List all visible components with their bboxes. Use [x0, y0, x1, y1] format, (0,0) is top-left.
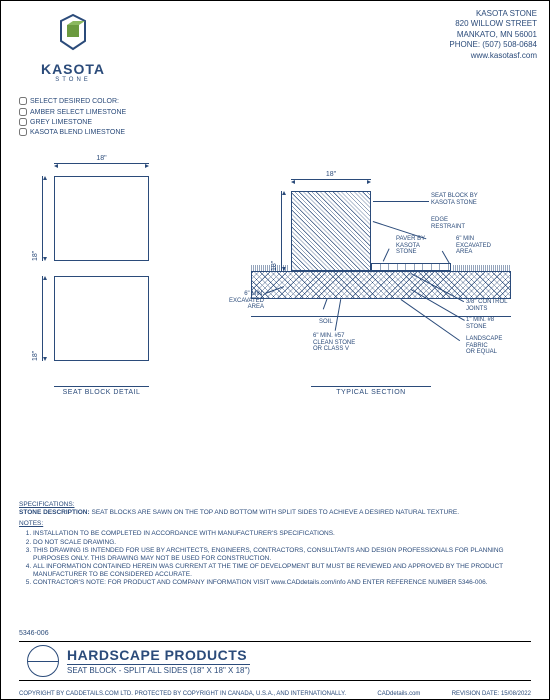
company-phone: PHONE: (507) 508-0684	[449, 40, 537, 50]
company-name: KASOTA STONE	[449, 9, 537, 19]
logo-area: KASOTA STONE	[13, 9, 133, 83]
color-option-label: KASOTA BLEND LIMESTONE	[30, 129, 125, 136]
note-item: INSTALLATION TO BE COMPLETED IN ACCORDAN…	[33, 530, 531, 538]
company-address1: 820 WILLOW STREET	[449, 19, 537, 29]
color-option-label: AMBER SELECT LIMESTONE	[30, 109, 126, 116]
dim-h2: 18"	[32, 276, 39, 361]
label-soil: SOIL	[319, 319, 333, 326]
title-circle-icon	[27, 645, 59, 677]
specs-heading: SPECIFICATIONS:	[19, 501, 531, 509]
logo-text: KASOTA	[13, 61, 133, 77]
dim-line	[54, 163, 149, 164]
label-control: 3/8" CONTROLJOINTS	[466, 299, 507, 312]
title-text: HARDSCAPE PRODUCTS SEAT BLOCK - SPLIT AL…	[67, 647, 250, 675]
title-name: SEAT BLOCK - SPLIT ALL SIDES (18" X 18" …	[67, 664, 250, 675]
block-bottom	[54, 276, 149, 361]
footer-copyright: COPYRIGHT BY CADDETAILS.COM LTD. PROTECT…	[19, 691, 346, 697]
company-info: KASOTA STONE 820 WILLOW STREET MANKATO, …	[449, 9, 537, 83]
note-item: ALL INFORMATION CONTAINED HEREIN WAS CUR…	[33, 563, 531, 579]
note-item: THIS DRAWING IS INTENDED FOR USE BY ARCH…	[33, 547, 531, 563]
label-edge: EDGERESTRAINT	[431, 217, 465, 230]
company-website[interactable]: www.kasotasf.com	[471, 51, 537, 60]
color-option-label: GREY LIMESTONE	[30, 119, 92, 126]
color-select-panel: SELECT DESIRED COLOR: AMBER SELECT LIMES…	[19, 97, 549, 136]
logo-icon	[53, 9, 93, 54]
notes-list: INSTALLATION TO BE COMPLETED IN ACCORDAN…	[33, 530, 531, 587]
specifications: SPECIFICATIONS: STONE DESCRIPTION: SEAT …	[19, 501, 531, 587]
header: KASOTA STONE KASOTA STONE 820 WILLOW STR…	[1, 1, 549, 87]
label-seat-block: SEAT BLOCK BYKASOTA STONE	[431, 193, 478, 206]
title-category: HARDSCAPE PRODUCTS	[67, 647, 250, 663]
leader	[442, 251, 449, 263]
section-dim-h: 18"	[271, 191, 278, 271]
color-option-checkbox[interactable]	[19, 108, 27, 116]
drawing-area: 18" 18" 18" SEAT BLOCK DETAIL 18" 18" SE…	[1, 171, 550, 491]
logo-subtext: STONE	[13, 77, 133, 83]
stone-desc-label: STONE DESCRIPTION:	[19, 509, 90, 516]
section-caption: TYPICAL SECTION	[311, 386, 431, 396]
color-option-checkbox[interactable]	[19, 128, 27, 136]
seat-block-hatch	[291, 191, 371, 271]
footer: COPYRIGHT BY CADDETAILS.COM LTD. PROTECT…	[19, 691, 531, 697]
block-top	[54, 176, 149, 261]
left-caption: SEAT BLOCK DETAIL	[54, 386, 149, 396]
color-header: SELECT DESIRED COLOR:	[30, 98, 119, 105]
leader	[383, 248, 389, 261]
reference-number: 5346-006	[19, 630, 49, 637]
label-stone8: 1" MIN. #8STONE	[466, 317, 494, 330]
label-fabric: LANDSCAPEFABRICOR EQUAL	[466, 336, 502, 356]
company-address2: MANKATO, MN 56001	[449, 30, 537, 40]
paver-row	[371, 263, 451, 271]
label-clean-stone: 6" MIN. #57CLEAN STONEOR CLASS V	[313, 333, 355, 353]
stone-desc: SEAT BLOCKS ARE SAWN ON THE TOP AND BOTT…	[90, 509, 459, 516]
section-dim-w: 18"	[291, 171, 371, 178]
title-block: HARDSCAPE PRODUCTS SEAT BLOCK - SPLIT AL…	[19, 641, 531, 681]
footer-logo: CADdetails.com	[377, 691, 420, 697]
note-item: DO NOT SCALE DRAWING.	[33, 539, 531, 547]
label-exc2: 6" MIN.EXCAVATEDAREA	[216, 291, 264, 311]
gravel-layer	[251, 271, 511, 299]
dim-line	[291, 179, 371, 180]
color-header-checkbox[interactable]	[19, 97, 27, 105]
dim-width: 18"	[54, 155, 149, 162]
color-option-checkbox[interactable]	[19, 118, 27, 126]
notes-heading: NOTES:	[19, 520, 531, 528]
label-exc1: 6" MINEXCAVATEDAREA	[456, 236, 491, 256]
dim-line	[281, 191, 282, 271]
footer-revision: REVISION DATE: 15/08/2022	[452, 691, 531, 697]
dim-line	[42, 176, 43, 261]
leader	[373, 201, 429, 202]
dim-h1: 18"	[32, 176, 39, 261]
note-item: CONTRACTOR'S NOTE: FOR PRODUCT AND COMPA…	[33, 579, 531, 587]
label-paver: PAVER BYKASOTASTONE	[396, 236, 425, 256]
dim-line	[42, 276, 43, 361]
